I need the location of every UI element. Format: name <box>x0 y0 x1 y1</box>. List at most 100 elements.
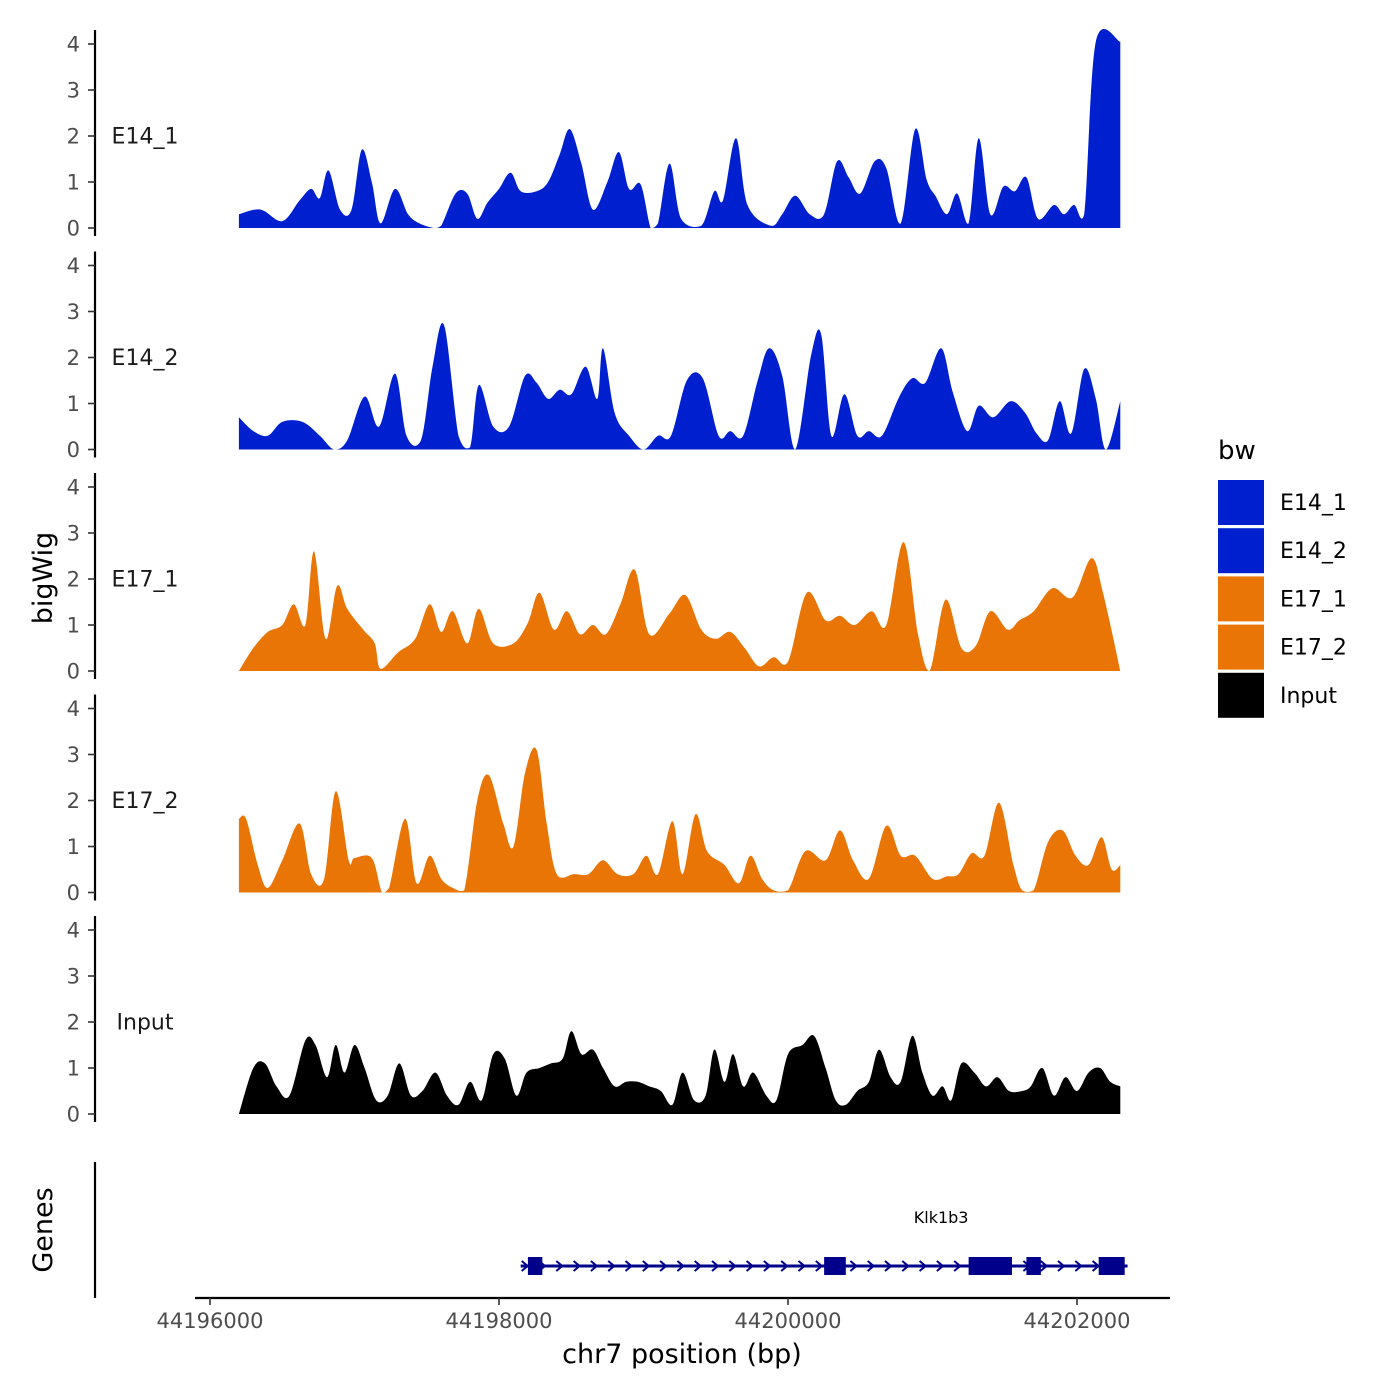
y-tick-label: 1 <box>67 171 80 195</box>
strand-arrow <box>763 1260 772 1272</box>
y-tick-label: 4 <box>67 476 80 500</box>
strand-arrow <box>711 1260 720 1272</box>
strand-arrow <box>849 1260 858 1272</box>
track-E17_1: 0 1 2 3 4 E17_1 <box>67 473 1121 684</box>
x-tick-label: 44196000 <box>157 1309 264 1333</box>
gene-exon <box>824 1257 846 1275</box>
genes-axis-title: Genes <box>28 1187 59 1272</box>
strand-arrow <box>1040 1260 1049 1272</box>
y-tick-label: 2 <box>67 568 80 592</box>
gene-Klk1b3: Klk1b3 <box>520 1208 1128 1275</box>
strand-arrow <box>694 1260 703 1272</box>
legend-label: E14_2 <box>1280 539 1347 564</box>
track-Input: 0 1 2 3 4 Input <box>67 916 1121 1127</box>
strand-arrow <box>728 1260 737 1272</box>
y-axis-title: bigWig <box>28 532 59 625</box>
signal-area-E14_1 <box>238 28 1121 229</box>
y-tick-label: 0 <box>67 881 80 905</box>
y-tick-label: 0 <box>67 438 80 462</box>
y-tick-label: 0 <box>67 1103 80 1127</box>
gene-models: Klk1b3 <box>520 1208 1128 1275</box>
strand-arrow <box>676 1260 685 1272</box>
legend-entry: E14_1 <box>1218 480 1347 525</box>
strand-arrow <box>607 1260 616 1272</box>
y-tick-label: 4 <box>67 33 80 57</box>
track-label: E14_1 <box>112 125 179 150</box>
y-tick-label: 1 <box>67 835 80 859</box>
x-tick-label: 44198000 <box>446 1309 553 1333</box>
track-label: E17_2 <box>112 789 179 814</box>
strand-arrow <box>1074 1260 1083 1272</box>
signal-tracks: 0 1 2 3 4 E14_1 0 1 2 3 4 E14_2 0 1 2 3 4 E17_1 0 1 2 3 4 E17_2… <box>67 28 1121 1127</box>
strand-arrow <box>659 1260 668 1272</box>
legend-entry: Input <box>1218 672 1337 718</box>
gene-exon <box>1026 1257 1041 1275</box>
y-tick-label: 3 <box>67 965 80 989</box>
y-tick-label: 2 <box>67 346 80 370</box>
legend-swatch <box>1218 624 1264 670</box>
y-tick-label: 0 <box>67 217 80 241</box>
x-tick-label: 44202000 <box>1024 1309 1131 1333</box>
gene-exon <box>527 1257 543 1275</box>
legend-title: bw <box>1218 436 1256 466</box>
y-tick-label: 4 <box>67 697 80 721</box>
y-tick-label: 4 <box>67 254 80 278</box>
strand-arrow <box>936 1260 945 1272</box>
legend-swatch <box>1218 672 1264 718</box>
strand-arrow <box>642 1260 651 1272</box>
y-tick-label: 3 <box>67 79 80 103</box>
legend-entry: E17_2 <box>1218 624 1347 670</box>
legend-entry: E17_1 <box>1218 576 1347 622</box>
legend-label: E17_2 <box>1280 636 1347 661</box>
track-E14_2: 0 1 2 3 4 E14_2 <box>67 251 1121 462</box>
y-tick-label: 2 <box>67 1011 80 1035</box>
strand-arrow <box>815 1260 824 1272</box>
track-E14_1: 0 1 2 3 4 E14_1 <box>67 28 1121 241</box>
strand-arrow <box>867 1260 876 1272</box>
strand-arrow <box>901 1260 910 1272</box>
track-label: Input <box>117 1011 174 1036</box>
signal-area-E17_2 <box>238 747 1121 893</box>
signal-area-E17_1 <box>238 542 1121 671</box>
strand-arrow <box>1091 1260 1101 1272</box>
strand-arrow <box>780 1260 789 1272</box>
strand-arrow <box>797 1260 807 1272</box>
track-label: E17_1 <box>112 568 179 593</box>
x-axis: 44196000 44198000 44200000 44202000 chr7 po… <box>157 1296 1170 1370</box>
y-tick-label: 2 <box>67 125 80 149</box>
strand-arrow <box>624 1260 634 1272</box>
genes-panel: Genes Klk1b3 <box>28 1162 1128 1298</box>
strand-arrow <box>884 1260 893 1272</box>
strand-arrow <box>572 1260 582 1272</box>
legend-swatch <box>1218 528 1264 574</box>
strand-arrow <box>953 1260 962 1272</box>
track-E17_2: 0 1 2 3 4 E17_2 <box>67 694 1121 905</box>
y-tick-label: 1 <box>67 1057 80 1081</box>
legend: bw E14_1 E14_2 E17_1 E17_2 Input <box>1218 436 1347 718</box>
strand-arrow <box>1057 1260 1066 1272</box>
legend-label: E17_1 <box>1280 587 1347 612</box>
legend-label: Input <box>1280 684 1337 709</box>
y-tick-label: 3 <box>67 743 80 767</box>
legend-entries: E14_1 E14_2 E17_1 E17_2 Input <box>1218 480 1347 718</box>
x-ticks: 44196000 44198000 44200000 44202000 <box>157 1298 1131 1333</box>
y-tick-label: 1 <box>67 614 80 638</box>
signal-area-Input <box>238 1031 1121 1114</box>
y-tick-label: 1 <box>67 392 80 416</box>
y-tick-label: 4 <box>67 919 80 943</box>
legend-swatch <box>1218 480 1264 525</box>
x-axis-title: chr7 position (bp) <box>562 1339 802 1370</box>
y-tick-label: 3 <box>67 300 80 324</box>
strand-arrow <box>555 1260 564 1272</box>
track-label: E14_2 <box>112 346 179 371</box>
legend-entry: E14_2 <box>1218 528 1347 574</box>
y-tick-label: 2 <box>67 789 80 813</box>
y-tick-label: 0 <box>67 660 80 684</box>
strand-arrow <box>590 1260 599 1272</box>
legend-label: E14_1 <box>1280 491 1347 516</box>
strand-arrow <box>521 1260 530 1272</box>
gene-exon <box>968 1257 1012 1275</box>
x-tick-label: 44200000 <box>735 1309 842 1333</box>
gene-exon <box>1098 1257 1125 1275</box>
